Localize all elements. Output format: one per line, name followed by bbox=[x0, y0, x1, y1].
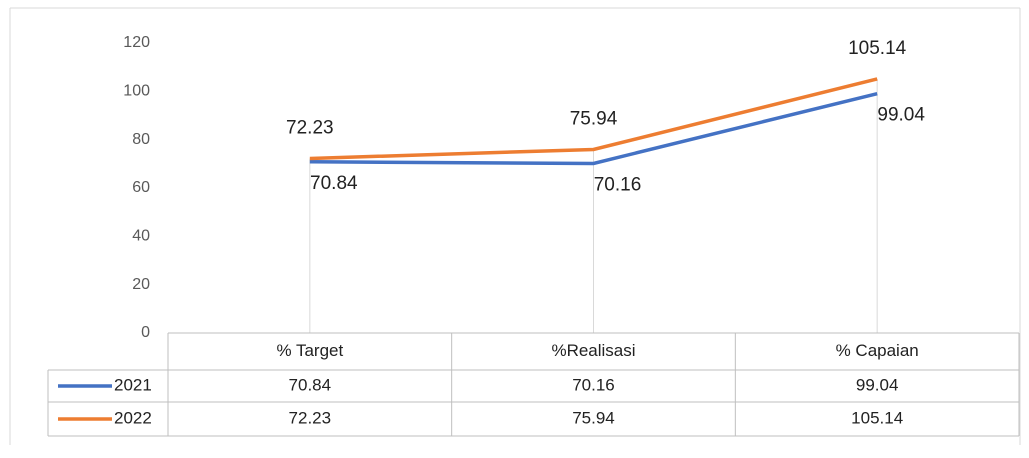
table-cell: 70.16 bbox=[572, 375, 615, 394]
data-label: 70.84 bbox=[310, 173, 358, 194]
table-cell: 70.84 bbox=[289, 375, 332, 394]
series-line bbox=[309, 77, 878, 161]
legend-label: 2022 bbox=[114, 408, 152, 427]
table-cell: 75.94 bbox=[572, 408, 615, 427]
y-tick-label: 20 bbox=[132, 276, 150, 293]
data-label: 105.14 bbox=[848, 38, 907, 59]
y-tick-label: 60 bbox=[132, 179, 150, 196]
y-tick-label: 40 bbox=[132, 228, 150, 245]
data-label: 72.23 bbox=[286, 117, 334, 138]
data-label: 75.94 bbox=[570, 108, 618, 129]
y-tick-label: 80 bbox=[132, 131, 150, 148]
table-cell: 72.23 bbox=[289, 408, 332, 427]
data-label: 99.04 bbox=[877, 105, 925, 126]
category-label: % Capaian bbox=[836, 341, 919, 360]
category-label: % Target bbox=[276, 341, 343, 360]
table-cell: 99.04 bbox=[856, 375, 899, 394]
y-tick-label: 120 bbox=[123, 34, 150, 51]
table-cell: 105.14 bbox=[851, 408, 903, 427]
series-line bbox=[309, 91, 878, 166]
category-label: %Realisasi bbox=[551, 341, 635, 360]
y-tick-label: 0 bbox=[141, 324, 150, 341]
legend-label: 2021 bbox=[114, 375, 152, 394]
data-label: 70.16 bbox=[594, 174, 642, 195]
y-tick-label: 100 bbox=[123, 83, 150, 100]
